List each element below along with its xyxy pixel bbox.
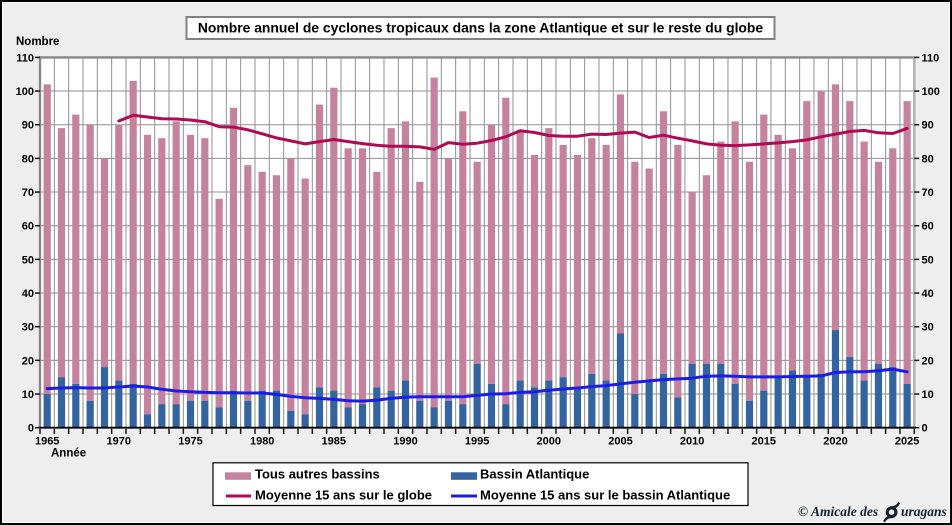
svg-text:50: 50: [22, 254, 34, 266]
svg-text:1995: 1995: [465, 436, 489, 448]
svg-text:1980: 1980: [250, 436, 274, 448]
svg-text:1965: 1965: [35, 436, 59, 448]
svg-text:80: 80: [22, 153, 34, 165]
svg-text:80: 80: [922, 153, 934, 165]
svg-text:Moyenne 15 ans sur le globe: Moyenne 15 ans sur le globe: [255, 487, 432, 502]
svg-text:20: 20: [922, 355, 934, 367]
svg-text:2020: 2020: [823, 436, 847, 448]
svg-text:70: 70: [22, 187, 34, 199]
svg-text:Tous autres bassins: Tous autres bassins: [255, 466, 380, 481]
svg-text:2005: 2005: [608, 436, 632, 448]
svg-text:70: 70: [922, 187, 934, 199]
svg-text:0: 0: [922, 423, 928, 435]
svg-text:2000: 2000: [537, 436, 561, 448]
svg-text:90: 90: [922, 120, 934, 132]
svg-text:50: 50: [922, 254, 934, 266]
svg-text:2025: 2025: [895, 436, 919, 448]
svg-text:40: 40: [922, 288, 934, 300]
svg-text:1975: 1975: [178, 436, 202, 448]
svg-text:20: 20: [22, 355, 34, 367]
svg-text:40: 40: [22, 288, 34, 300]
svg-text:60: 60: [22, 221, 34, 233]
svg-text:1985: 1985: [322, 436, 346, 448]
svg-text:Moyenne 15 ans sur le bassin A: Moyenne 15 ans sur le bassin Atlantique: [480, 487, 730, 502]
svg-text:Bassin Atlantique: Bassin Atlantique: [480, 466, 589, 481]
svg-text:1970: 1970: [107, 436, 131, 448]
svg-text:30: 30: [22, 322, 34, 334]
svg-text:100: 100: [922, 86, 940, 98]
svg-text:110: 110: [922, 52, 940, 64]
svg-text:110: 110: [16, 52, 34, 64]
svg-text:60: 60: [922, 221, 934, 233]
svg-text:Nombre annuel de cyclones trop: Nombre annuel de cyclones tropicaux dans…: [198, 20, 764, 36]
svg-text:1990: 1990: [393, 436, 417, 448]
svg-text:Année: Année: [51, 448, 86, 460]
svg-text:uragans: uragans: [901, 504, 947, 519]
svg-text:© Amicale des: © Amicale des: [798, 504, 878, 519]
svg-text:2015: 2015: [752, 436, 776, 448]
svg-text:10: 10: [22, 389, 34, 401]
svg-text:0: 0: [28, 423, 34, 435]
svg-text:30: 30: [922, 322, 934, 334]
svg-text:90: 90: [22, 120, 34, 132]
svg-text:2010: 2010: [680, 436, 704, 448]
svg-text:Nombre: Nombre: [16, 36, 59, 48]
svg-text:10: 10: [922, 389, 934, 401]
svg-text:100: 100: [16, 86, 34, 98]
